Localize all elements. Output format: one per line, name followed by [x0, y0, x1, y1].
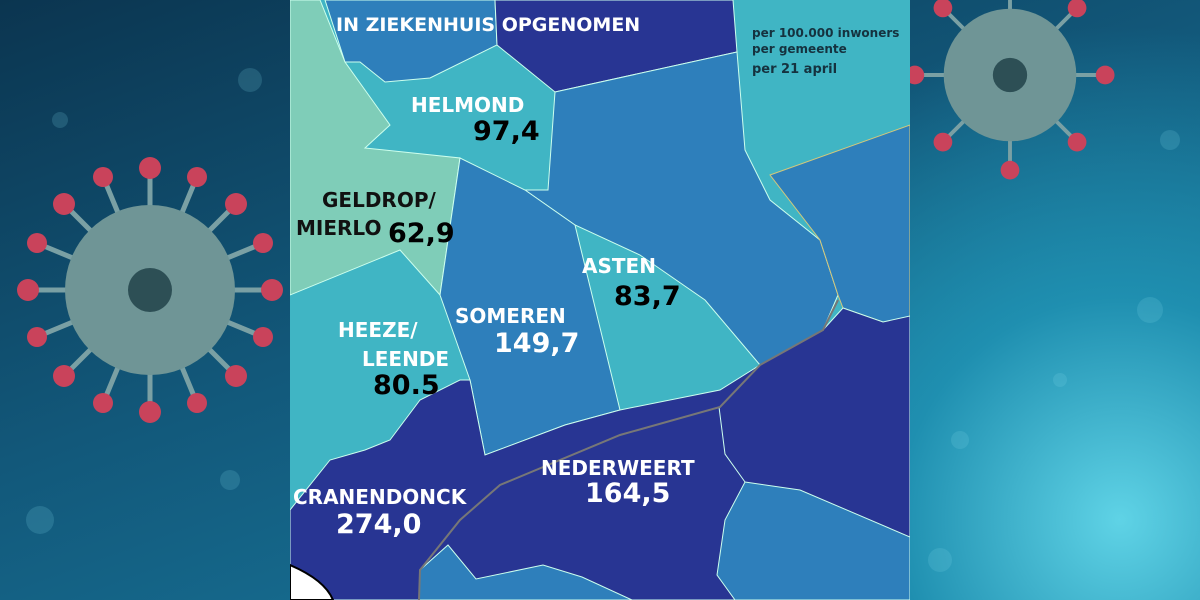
- map-title: IN ZIEKENHUIS OPGENOMEN: [336, 14, 641, 36]
- label-nederweert: NEDERWEERT: [541, 456, 695, 480]
- value-asten: 83,7: [614, 281, 681, 312]
- label-someren: SOMEREN: [455, 304, 566, 328]
- label-helmond: HELMOND: [411, 93, 525, 117]
- region-outside-white: [290, 563, 335, 600]
- value-someren: 149,7: [494, 328, 580, 359]
- region-southeast-blue: [716, 481, 910, 600]
- value-heeze-leende: 80.5: [373, 370, 440, 401]
- province-border: [418, 299, 839, 600]
- virus-icon-right: [905, 0, 1115, 180]
- label-leende: LEENDE: [362, 347, 450, 371]
- label-asten: ASTEN: [582, 254, 656, 278]
- label-geldrop: GELDROP/: [322, 188, 436, 212]
- legend-line-1: per 100.000 inwoners: [752, 26, 900, 40]
- legend-line-2: per gemeente: [752, 42, 847, 56]
- value-geldrop-mierlo: 62,9: [388, 218, 455, 249]
- virus-icon-left: [17, 157, 283, 423]
- value-nederweert: 164,5: [585, 478, 671, 509]
- label-heeze: HEEZE/: [338, 318, 418, 342]
- region-west-mint: [290, 0, 461, 297]
- label-cranendonck: CRANENDONCK: [293, 485, 467, 509]
- municipality-map: [290, 0, 910, 600]
- value-helmond: 97,4: [473, 116, 540, 147]
- legend-line-3: per 21 april: [752, 62, 838, 77]
- label-mierlo: MIERLO: [296, 216, 382, 240]
- value-cranendonck: 274,0: [336, 509, 422, 540]
- region-south-center-blue: [418, 544, 633, 600]
